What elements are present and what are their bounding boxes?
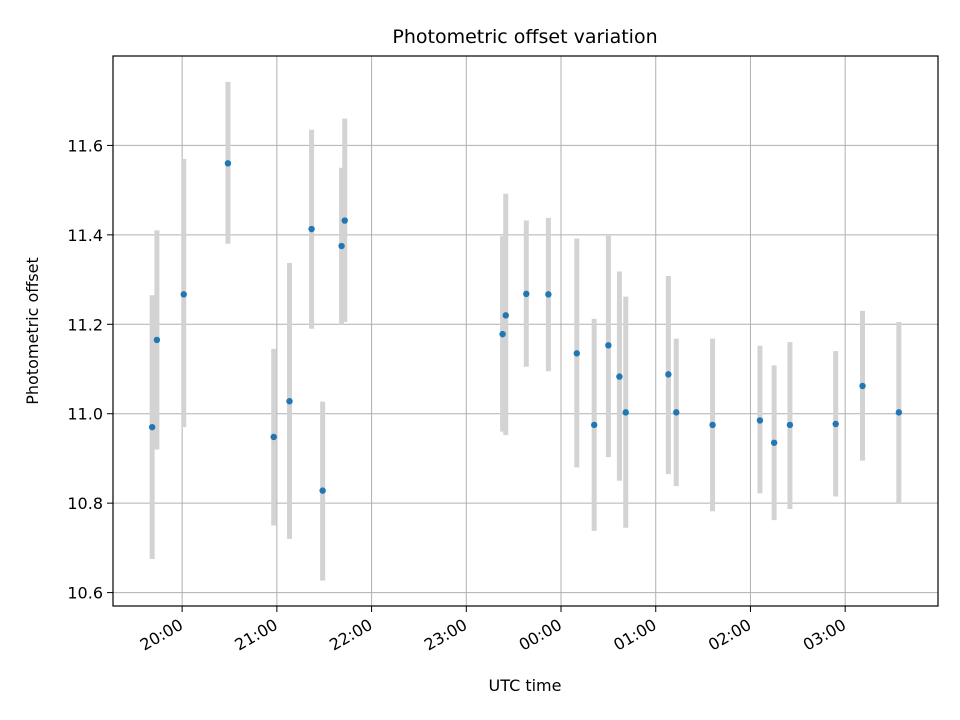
data-point	[545, 291, 552, 298]
y-tick-label: 11.0	[67, 405, 103, 424]
data-point	[895, 409, 903, 416]
data-point	[786, 421, 794, 429]
data-point	[770, 439, 778, 446]
data-point	[308, 225, 315, 233]
data-point	[622, 409, 629, 416]
data-point	[180, 291, 187, 298]
data-point	[859, 382, 866, 390]
data-point	[286, 398, 293, 405]
y-tick-label: 10.6	[67, 584, 103, 603]
y-tick-label: 11.2	[67, 315, 103, 334]
data-point	[673, 409, 680, 416]
axis-ticks: 20:00 21:00 22:00 23:00 00:00 01:00 02:00 03:00…	[67, 136, 849, 654]
data-point	[709, 421, 716, 429]
data-point	[605, 342, 612, 349]
y-tick-label: 10.8	[67, 494, 103, 513]
data-point	[502, 312, 509, 319]
y-axis-title: Photometric offset	[23, 257, 42, 405]
data-point	[148, 423, 156, 431]
data-point	[224, 160, 232, 167]
y-tick-label: 11.4	[67, 226, 103, 245]
plot-frame	[112, 55, 939, 607]
data-point	[270, 433, 277, 441]
data-point	[756, 417, 764, 424]
data-point	[616, 373, 623, 380]
data-point	[573, 350, 581, 357]
data-point	[319, 487, 326, 494]
data-point	[341, 217, 348, 224]
chart-title: Photometric offset variation	[392, 26, 657, 48]
x-axis-title: UTC time	[489, 676, 562, 695]
data-markers	[148, 160, 903, 494]
data-point	[590, 421, 598, 429]
data-point	[523, 290, 530, 298]
data-point	[338, 242, 345, 250]
y-tick-label: 11.6	[67, 136, 103, 155]
data-point	[153, 336, 161, 344]
data-point	[832, 420, 839, 428]
data-point	[499, 330, 506, 338]
data-point	[665, 371, 672, 378]
